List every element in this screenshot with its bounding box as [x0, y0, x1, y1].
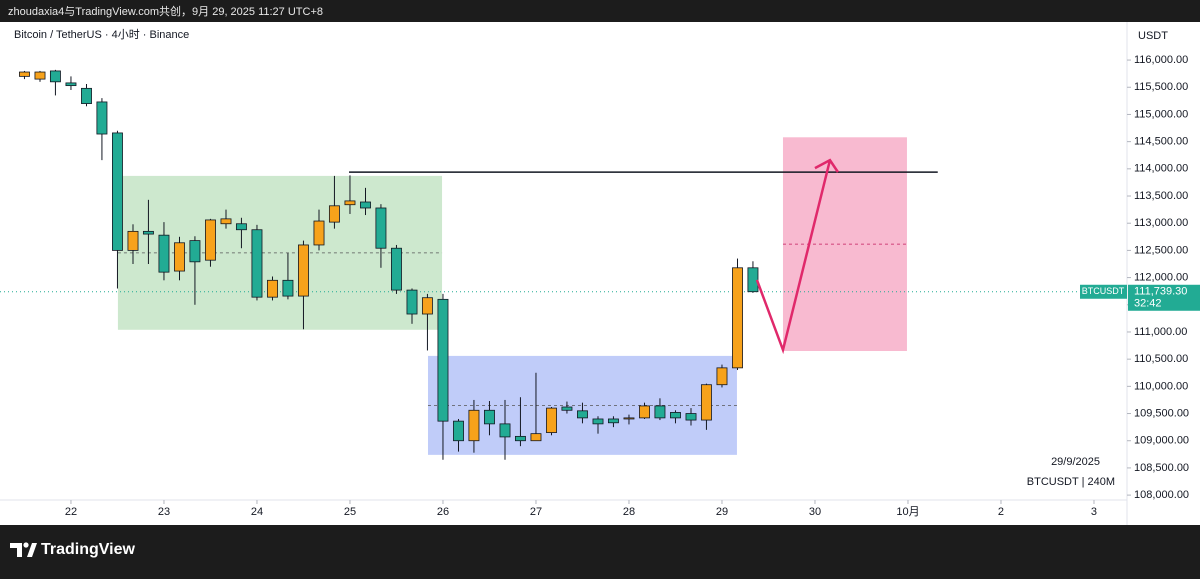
candle-body	[468, 409, 480, 442]
x-tick-label: 27	[530, 506, 542, 518]
candle-body	[437, 298, 449, 422]
candle-body	[484, 409, 495, 425]
candle-body	[65, 82, 77, 87]
candle-body	[81, 87, 92, 104]
candle-body	[685, 413, 697, 421]
top-bar	[0, 0, 1200, 22]
y-tick-label: 115,500.00	[1134, 81, 1188, 93]
y-tick-label: 112,000.00	[1134, 271, 1188, 283]
candle-body	[654, 405, 666, 419]
x-tick-label: 30	[809, 506, 821, 518]
candle-body	[561, 406, 573, 411]
y-tick-label: 108,500.00	[1134, 462, 1189, 474]
candle-body	[577, 410, 588, 419]
candle-body	[235, 223, 247, 231]
y-tick-label: 113,000.00	[1134, 217, 1188, 229]
plot	[0, 69, 1127, 460]
x-tick-label: 24	[251, 506, 263, 518]
candle-body	[607, 418, 619, 424]
share-caption: zhoudaxia4与TradingView.com共创，9月 29, 2025…	[8, 5, 323, 18]
candle-body	[298, 244, 309, 297]
price-tag-label: 111,739.30	[1134, 286, 1187, 298]
candle-body	[546, 407, 557, 433]
x-tick-label: 26	[437, 506, 449, 518]
candle-body	[670, 412, 681, 419]
x-tick-label: 23	[158, 506, 170, 518]
candle-body	[421, 297, 433, 315]
candle-body	[313, 220, 325, 246]
x-tick-label: 29	[716, 506, 728, 518]
y-tick-label: 109,000.00	[1134, 435, 1189, 447]
x-tick-label: 25	[344, 506, 356, 518]
bottom-bar	[0, 525, 1200, 574]
candle-body	[514, 435, 526, 442]
y-tick-label: 108,000.00	[1134, 489, 1189, 501]
candle-body	[716, 367, 728, 386]
candle-body	[453, 420, 464, 442]
candle-body	[251, 229, 263, 298]
candle-body	[391, 247, 402, 291]
y-tick-label: 115,000.00	[1134, 108, 1188, 120]
price-tag	[1128, 284, 1200, 311]
x-tick-label: 28	[623, 506, 635, 518]
candle-body	[127, 230, 139, 251]
candle-body	[174, 242, 185, 272]
candle-body	[267, 279, 278, 298]
x-tick-label: 2	[998, 506, 1004, 518]
candle-body	[282, 279, 294, 297]
candle-body	[499, 423, 511, 438]
candle-body	[112, 132, 123, 251]
candle-body	[406, 289, 418, 315]
countdown-label: 32:42	[1134, 298, 1162, 310]
x-tick-label: 3	[1091, 506, 1097, 518]
candle-body	[360, 201, 371, 209]
candle-body	[220, 218, 232, 225]
y-tick-label: 110,000.00	[1134, 380, 1188, 392]
interval-note: BTCUSDT | 240M	[1027, 476, 1115, 488]
candle-body	[623, 417, 635, 420]
y-tick-label: 113,500.00	[1134, 190, 1188, 202]
candle-body	[328, 205, 340, 223]
y-tick-label: 112,500.00	[1134, 244, 1188, 256]
y-tick-label: 110,500.00	[1134, 353, 1188, 365]
candle-body	[34, 71, 46, 80]
y-tick-label: 114,000.00	[1134, 163, 1188, 175]
candle-body	[700, 384, 712, 421]
candle-body	[189, 240, 201, 263]
brand: TradingView	[41, 541, 136, 558]
candle-body	[344, 200, 356, 206]
candle-body	[747, 267, 759, 293]
y-tick-label: 111,000.00	[1134, 326, 1187, 338]
symbol-tag	[1080, 284, 1127, 299]
arrow-head	[814, 158, 839, 173]
candle-body	[639, 405, 650, 419]
candle-body	[530, 433, 542, 442]
candle-body	[49, 70, 61, 83]
candle-body	[205, 219, 216, 261]
y-tick-label: 116,000.00	[1134, 54, 1188, 66]
y-tick-label: 109,500.00	[1134, 407, 1189, 419]
y-tick-label: 114,500.00	[1134, 136, 1188, 148]
x-tick-label: 22	[65, 506, 77, 518]
symbol-tag-label: BTCUSDT	[1082, 286, 1125, 296]
candle-body	[375, 207, 387, 249]
x-tick-label: 10月	[896, 506, 919, 518]
candle-body	[732, 267, 743, 369]
y-axis-label: USDT	[1138, 30, 1168, 42]
candle-body	[158, 234, 170, 273]
tv-logo	[10, 542, 37, 557]
candle-body	[592, 418, 604, 425]
projection-arrow	[755, 159, 832, 355]
date-note: 29/9/2025	[1051, 456, 1100, 468]
candle-body	[19, 71, 30, 77]
symbol-title: Bitcoin / TetherUS · 4小时 · Binance	[14, 28, 189, 41]
candle-body	[96, 101, 108, 135]
candle-body	[142, 230, 154, 235]
